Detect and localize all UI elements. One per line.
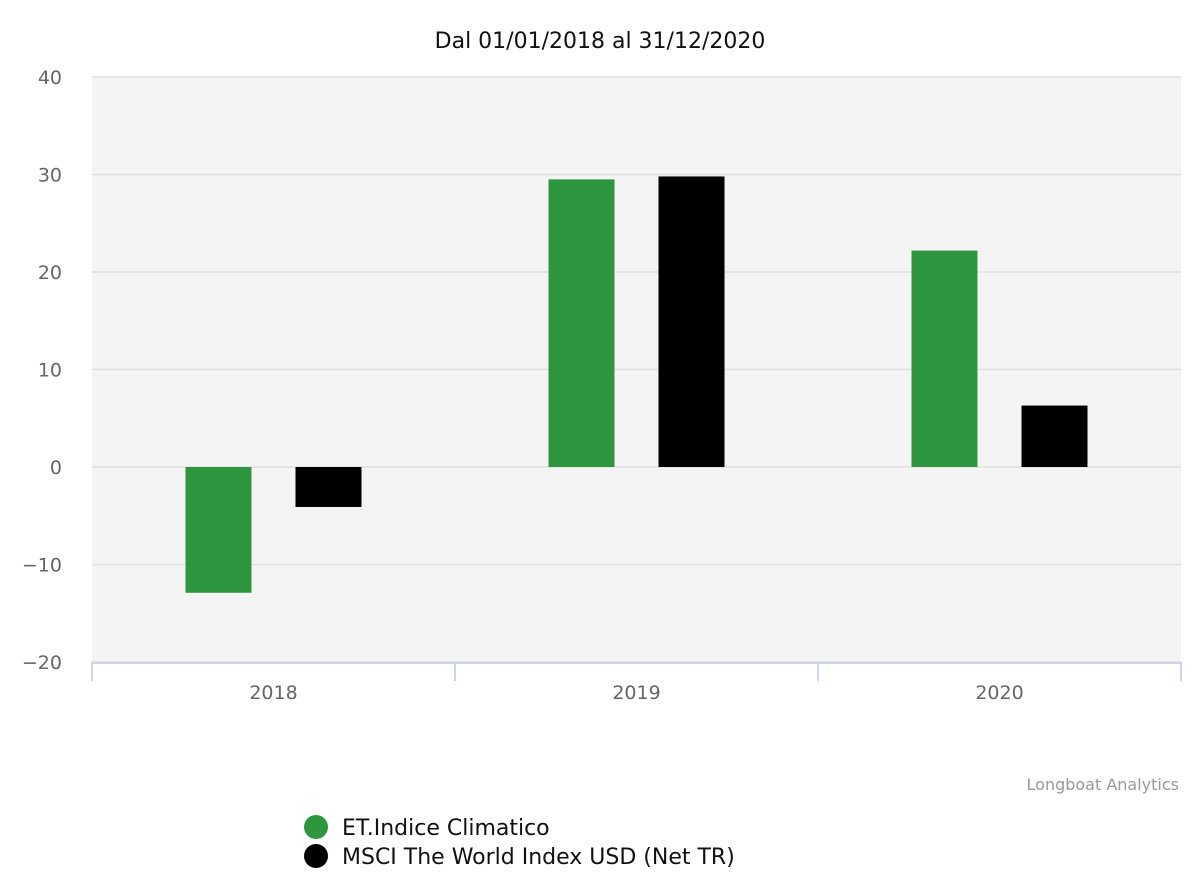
legend-label[interactable]: MSCI The World Index USD (Net TR) [342, 845, 735, 870]
y-tick-label: 40 [38, 67, 62, 89]
x-tick-label: 2018 [249, 682, 297, 704]
legend-marker[interactable] [304, 815, 328, 839]
bars [185, 176, 1088, 593]
legend-label[interactable]: ET.Indice Climatico [342, 816, 550, 841]
y-tick-label: −20 [22, 652, 62, 674]
legend-marker[interactable] [304, 844, 328, 868]
x-tick-label: 2019 [612, 682, 660, 704]
bar-et-indice-climatico-2019[interactable] [548, 179, 615, 467]
y-tick-label: −10 [22, 555, 62, 577]
bar-msci-world-2020[interactable] [1021, 405, 1088, 467]
bar-et-indice-climatico-2018[interactable] [185, 467, 252, 593]
y-tick-label: 10 [38, 360, 62, 382]
y-tick-label: 20 [38, 262, 62, 284]
legend: ET.Indice Climatico MSCI The World Index … [304, 815, 735, 870]
y-tick-label: 30 [38, 165, 62, 187]
x-tick-label: 2020 [975, 682, 1023, 704]
y-tick-label: 0 [50, 457, 62, 479]
x-axis: 2018 2019 2020 [91, 662, 1182, 704]
bar-msci-world-2019[interactable] [658, 176, 725, 467]
chart-title: Dal 01/01/2018 al 31/12/2020 [435, 29, 766, 54]
credit-label[interactable]: Longboat Analytics [1027, 775, 1179, 794]
bar-et-indice-climatico-2020[interactable] [911, 250, 978, 467]
bar-msci-world-2018[interactable] [295, 467, 362, 507]
y-axis-tick-labels: −20 −10 0 10 20 30 40 [22, 67, 62, 674]
